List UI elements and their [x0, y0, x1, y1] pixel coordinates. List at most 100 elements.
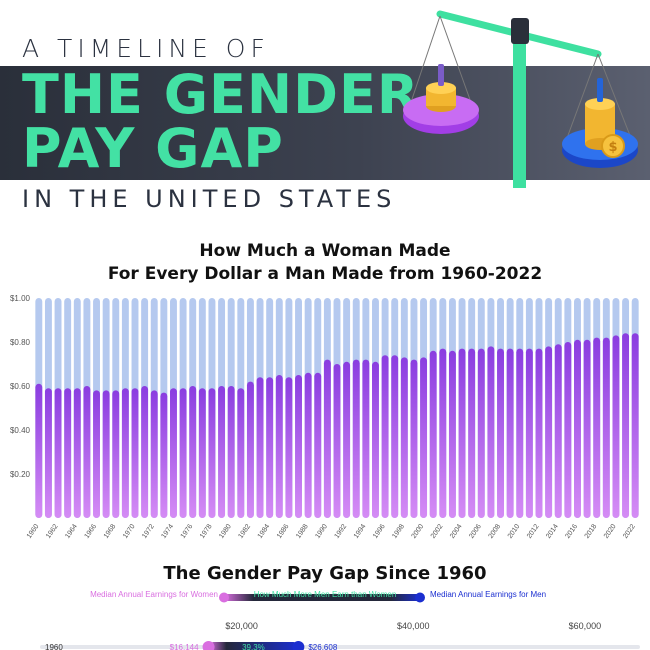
bar: [314, 372, 322, 518]
bar: [179, 388, 187, 518]
bar: [352, 359, 360, 518]
legend-gradient-bar: [219, 592, 425, 603]
bar: [275, 375, 283, 518]
legend-women-dot: [219, 592, 229, 603]
x-tick-label: 2002: [430, 523, 445, 540]
x-tick-label: 1986: [276, 523, 291, 540]
bar: [121, 388, 129, 518]
y-tick-label: $0.80: [10, 338, 31, 347]
bar: [622, 333, 630, 518]
bar: [170, 388, 177, 518]
headline-line-2: PAY GAP: [22, 117, 284, 180]
x-tick-label: 2018: [584, 523, 599, 540]
bar: [285, 377, 293, 518]
x-tick-label: 1968: [103, 523, 118, 540]
bar: [602, 337, 610, 518]
bar: [246, 381, 254, 518]
kicker-bottom: IN THE UNITED STATES: [22, 185, 397, 213]
x-tick-label: $20,000: [225, 621, 258, 631]
x-tick-label: 1992: [334, 523, 349, 540]
bar: [64, 388, 72, 518]
x-tick-label: 2006: [468, 523, 483, 540]
x-tick-label: 2010: [507, 523, 522, 540]
men-dot: [292, 641, 305, 650]
bar: [545, 346, 553, 518]
bar: [266, 377, 274, 518]
x-tick-label: 1980: [218, 523, 233, 540]
x-tick-label: 2020: [603, 523, 618, 540]
bar: [554, 344, 562, 518]
bar: [612, 335, 620, 518]
x-tick-label: 1960: [26, 523, 41, 540]
bar: [583, 339, 591, 518]
x-tick-label: $60,000: [569, 621, 602, 631]
legend-gap-label: How Much More Men Earn than Women: [253, 590, 397, 599]
bar: [189, 386, 197, 518]
row-track: [40, 645, 640, 649]
bar: [256, 377, 264, 518]
bar: [83, 386, 91, 518]
bar: [131, 388, 139, 518]
title-band: [0, 66, 650, 180]
x-tick-label: 1978: [199, 523, 214, 540]
chart1-title-line-2: For Every Dollar a Man Made from 1960-20…: [107, 264, 543, 284]
bar: [439, 348, 447, 518]
gap-percent-label: 39.3%: [242, 643, 265, 650]
bar: [44, 388, 52, 518]
x-tick-label: 1974: [160, 523, 175, 540]
bar: [477, 348, 485, 518]
bar: [362, 359, 370, 518]
bar: [468, 348, 476, 518]
bar: [304, 372, 312, 518]
x-tick-label: 1976: [180, 523, 195, 540]
gap-bar: [208, 642, 299, 650]
bar: [410, 359, 418, 518]
x-tick-label: 1996: [372, 523, 387, 540]
chart2-title: The Gender Pay Gap Since 1960: [163, 563, 487, 584]
bar: [208, 388, 216, 518]
bar: [574, 339, 581, 518]
bar: [160, 392, 168, 518]
bar: [535, 348, 543, 518]
bar: [564, 342, 572, 518]
bar: [73, 388, 81, 518]
y-tick-label: $0.20: [10, 470, 31, 479]
bar: [487, 346, 495, 518]
bar: [448, 350, 456, 518]
bar: [497, 348, 504, 518]
x-tick-label: 1984: [257, 523, 272, 540]
bar: [333, 364, 341, 518]
bar: [458, 348, 466, 518]
legend-men-dot: [415, 592, 425, 603]
headline: THE GENDER PAY GAP: [22, 68, 419, 176]
bar: [54, 388, 62, 518]
bar: [237, 388, 245, 518]
x-tick-label: 1972: [141, 523, 156, 540]
chart1-title: How Much a Woman Made For Every Dollar a…: [0, 240, 650, 286]
x-tick-label: 1988: [295, 523, 310, 540]
svg-text:$: $: [608, 140, 617, 155]
bar: [516, 348, 524, 518]
chart1-title-line-1: How Much a Woman Made: [199, 241, 451, 261]
bar: [93, 390, 100, 518]
legend-men-label: Median Annual Earnings for Men: [430, 590, 547, 599]
pay-gap-dumbbell-chart: $20,000 $40,000 $60,000 1960 $16,144 39.3% $26…: [40, 621, 640, 650]
bar: [198, 388, 206, 518]
bar: [381, 355, 389, 518]
bar: [593, 337, 601, 518]
y-tick-label: $0.60: [10, 382, 31, 391]
x-tick-label: 2016: [564, 523, 579, 540]
x-tick-label: 1982: [237, 523, 252, 540]
x-tick-label: 1962: [45, 523, 60, 540]
header: A TIMELINE OF THE GENDER PAY GAP IN THE …: [0, 0, 650, 225]
chart2-legend: Median Annual Earnings for Women How Muc…: [0, 588, 650, 606]
bar: [420, 357, 428, 518]
bar: [227, 386, 235, 518]
bar: [35, 383, 43, 518]
headline-line-1: THE GENDER: [22, 63, 420, 126]
x-tick-label: 2012: [526, 523, 541, 540]
bar: [400, 357, 408, 518]
x-tick-label: 2000: [411, 523, 426, 540]
y-tick-label: $1.00: [10, 294, 31, 303]
women-dot: [202, 641, 215, 650]
